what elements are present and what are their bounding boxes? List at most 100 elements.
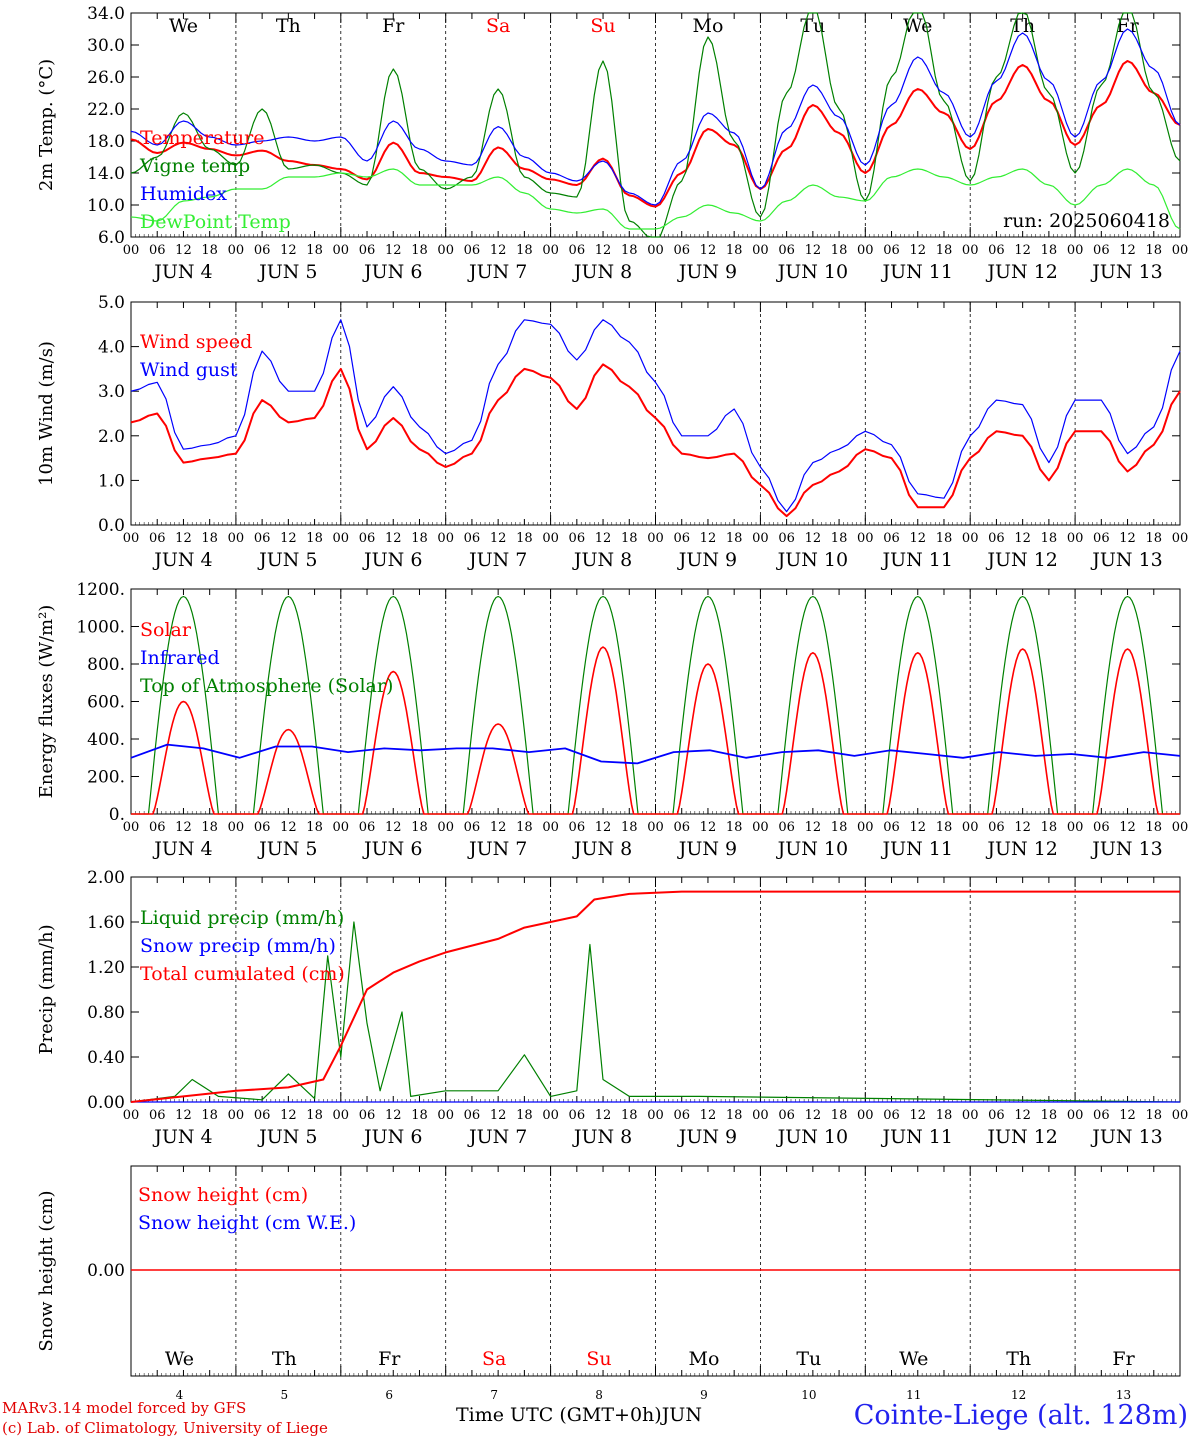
hour-tick-label: 18	[201, 820, 218, 835]
legend-entry: Infrared	[140, 647, 220, 669]
hour-tick-label: 06	[778, 531, 795, 546]
hour-tick-label: 18	[621, 243, 638, 258]
date-label: JUN 4	[152, 261, 212, 283]
hour-tick-label: 12	[595, 820, 612, 835]
weekday-label: Fr	[382, 15, 405, 37]
y-tick-label: 600.	[87, 693, 125, 713]
hour-tick-label: 18	[201, 243, 218, 258]
hour-tick-label: 18	[516, 531, 533, 546]
hour-tick-label: 00	[647, 531, 664, 546]
hour-tick-label: 12	[1119, 820, 1136, 835]
hour-tick-label: 06	[254, 820, 271, 835]
hour-tick-label: 00	[1172, 531, 1189, 546]
run-label: run: 2025060418	[1003, 210, 1170, 232]
x-axis-title: Time UTC (GMT+0h)JUN	[456, 1404, 702, 1426]
hour-tick-label: 00	[333, 820, 350, 835]
hour-tick-label: 12	[1014, 1108, 1031, 1123]
y-axis-label: 2m Temp. (°C)	[36, 59, 57, 191]
hour-tick-label: 12	[280, 243, 297, 258]
date-label: JUN 4	[152, 838, 212, 860]
hour-tick-label: 18	[726, 1108, 743, 1123]
y-tick-label: 0.00	[87, 1093, 125, 1113]
legend-entry: Total cumulated (cm)	[140, 963, 345, 985]
hour-tick-label: 00	[647, 243, 664, 258]
date-label: JUN 12	[985, 1126, 1057, 1148]
y-tick-label: 1.0	[98, 471, 125, 491]
hour-tick-label: 00	[333, 1108, 350, 1123]
legend-entry: Liquid precip (mm/h)	[140, 907, 344, 929]
hour-tick-label: 00	[123, 1108, 140, 1123]
date-label: JUN 5	[257, 261, 317, 283]
hour-tick-label: 00	[962, 531, 979, 546]
hour-tick-label: 18	[411, 243, 428, 258]
hour-tick-label: 18	[621, 820, 638, 835]
hour-tick-label: 00	[437, 820, 454, 835]
hour-tick-label: 12	[175, 820, 192, 835]
hour-tick-label: 18	[201, 531, 218, 546]
hour-tick-label: 12	[280, 531, 297, 546]
y-tick-label: 6.0	[98, 228, 125, 248]
y-tick-label: 1000.	[76, 618, 125, 638]
series-line-solar	[131, 646, 1180, 815]
hour-tick-label: 00	[857, 243, 874, 258]
hour-tick-label: 12	[1119, 243, 1136, 258]
hour-tick-label: 00	[962, 820, 979, 835]
hour-tick-label: 06	[673, 243, 690, 258]
y-tick-label: 0.	[109, 805, 125, 825]
series-line-temperature	[130, 60, 1181, 208]
hour-tick-label: 06	[464, 531, 481, 546]
date-label: JUN 7	[467, 549, 527, 571]
date-label: JUN 7	[467, 838, 527, 860]
hour-tick-label: 12	[1119, 531, 1136, 546]
series-line-wind-gust	[130, 319, 1181, 513]
hour-tick-label: 12	[805, 531, 822, 546]
y-tick-label: 30.0	[87, 36, 125, 56]
hour-tick-label: 12	[1014, 243, 1031, 258]
hour-tick-label: 06	[673, 820, 690, 835]
hour-tick-label: 06	[988, 1108, 1005, 1123]
date-label: JUN 6	[362, 838, 422, 860]
hour-tick-label: 12	[805, 243, 822, 258]
hour-tick-label: 00	[228, 1108, 245, 1123]
hour-tick-label: 06	[673, 531, 690, 546]
date-label: JUN 5	[257, 838, 317, 860]
hour-tick-label: 18	[831, 243, 848, 258]
hour-tick-label: 00	[857, 820, 874, 835]
model-credit: MARv3.14 model forced by GFS	[2, 1399, 247, 1417]
series-line-dewpoint-temp	[130, 168, 1181, 230]
day-number: 13	[1116, 1388, 1131, 1402]
hour-tick-label: 12	[385, 820, 402, 835]
hour-tick-label: 00	[123, 243, 140, 258]
hour-tick-label: 18	[1146, 820, 1163, 835]
y-tick-label: 10.0	[87, 196, 125, 216]
hour-tick-label: 00	[1067, 1108, 1084, 1123]
date-label: JUN 12	[985, 549, 1057, 571]
date-label: JUN 13	[1090, 549, 1162, 571]
weekday-label: Fr	[378, 1348, 401, 1370]
hour-tick-label: 12	[805, 1108, 822, 1123]
hour-tick-label: 06	[1093, 820, 1110, 835]
date-label: JUN 8	[572, 1126, 632, 1148]
lab-credit: (c) Lab. of Climatology, University of L…	[2, 1419, 328, 1437]
hour-tick-label: 00	[333, 531, 350, 546]
hour-tick-label: 12	[595, 531, 612, 546]
y-tick-label: 2.0	[98, 427, 125, 447]
hour-tick-label: 12	[700, 820, 717, 835]
panel-1: 00 06 12 18 00 06 12 18 00 06 12 18 00 06 12 18 00 06 12 18…	[36, 4, 1188, 283]
hour-tick-label: 06	[254, 243, 271, 258]
y-tick-label: 5.0	[98, 293, 125, 313]
hour-tick-label: 18	[936, 1108, 953, 1123]
y-tick-label: 22.0	[87, 100, 125, 120]
panel-4: 00 06 12 18 00 06 12 18 00 06 12 18 00 06 12 18 00 06 12 18…	[36, 868, 1188, 1148]
date-label: JUN 4	[152, 549, 212, 571]
hour-tick-label: 12	[175, 531, 192, 546]
hour-tick-label: 18	[726, 243, 743, 258]
hour-tick-label: 06	[988, 243, 1005, 258]
hour-tick-label: 00	[542, 1108, 559, 1123]
date-label: JUN 10	[776, 1126, 848, 1148]
legend-entry: Snow height (cm)	[138, 1184, 308, 1206]
hour-tick-label: 12	[1014, 531, 1031, 546]
date-label: JUN 13	[1090, 261, 1162, 283]
hour-tick-label: 12	[1119, 1108, 1136, 1123]
y-axis-label: 10m Wind (m/s)	[36, 341, 57, 486]
